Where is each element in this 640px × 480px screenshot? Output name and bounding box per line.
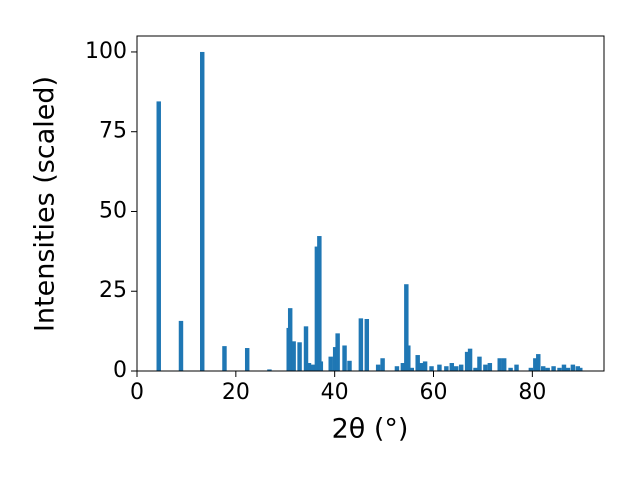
y-tick-label: 50 [99,198,127,223]
bar [244,348,250,371]
x-tick-label: 0 [130,380,144,405]
bar [409,367,414,371]
bar [400,363,406,371]
bar [156,101,161,372]
bar [406,345,411,371]
bar [444,366,449,371]
bar [404,284,409,371]
bar [380,358,385,371]
bar [267,369,272,371]
bar [473,367,478,371]
bar [514,364,519,371]
x-tick-label: 40 [321,380,349,405]
bar [287,308,293,371]
bar [375,364,381,371]
bar [422,361,428,371]
bar [328,356,333,371]
bar [437,364,442,371]
y-axis-label: Intensities (scaled) [30,76,61,332]
bar [297,342,302,371]
bar [291,341,296,371]
bar [454,366,459,371]
bar [464,351,470,371]
x-tick-label: 20 [222,380,250,405]
bar [483,364,488,371]
x-axis-label: 2θ (°) [332,414,409,445]
bar [565,367,571,371]
bar [332,347,338,371]
y-tick-label: 100 [85,39,127,64]
bar [200,51,205,371]
bar [487,363,493,371]
bar [358,318,364,371]
bar [477,356,482,371]
bar [458,364,464,371]
bar [415,355,420,371]
bar [449,363,455,371]
y-tick-label: 75 [99,119,127,144]
bar [178,320,184,371]
y-tick-label: 25 [99,278,127,303]
bar [557,367,562,371]
bar [570,364,576,371]
bar [310,364,316,371]
bar [578,367,583,371]
x-tick-label: 80 [518,380,546,405]
bar [318,361,324,371]
bar [501,358,507,371]
bar [467,348,473,371]
bar [342,345,347,371]
bar [540,366,546,371]
bar [303,326,309,371]
bar [314,246,320,371]
bar [347,360,352,371]
bar [551,366,556,371]
bar [575,366,581,371]
bar [528,367,534,371]
bar [536,354,541,371]
bar [497,358,502,371]
bar [561,364,567,371]
bar [364,318,370,371]
x-tick-label: 60 [420,380,448,405]
bar [418,363,424,371]
bar [545,367,550,371]
bar [533,358,538,371]
bar [306,363,312,371]
bar [335,333,340,371]
bar [394,366,400,371]
y-tick-label: 0 [113,358,127,383]
bar [222,346,227,371]
bar [429,366,434,371]
bar [317,236,322,371]
axes-frame [136,35,605,372]
bar [508,367,513,371]
